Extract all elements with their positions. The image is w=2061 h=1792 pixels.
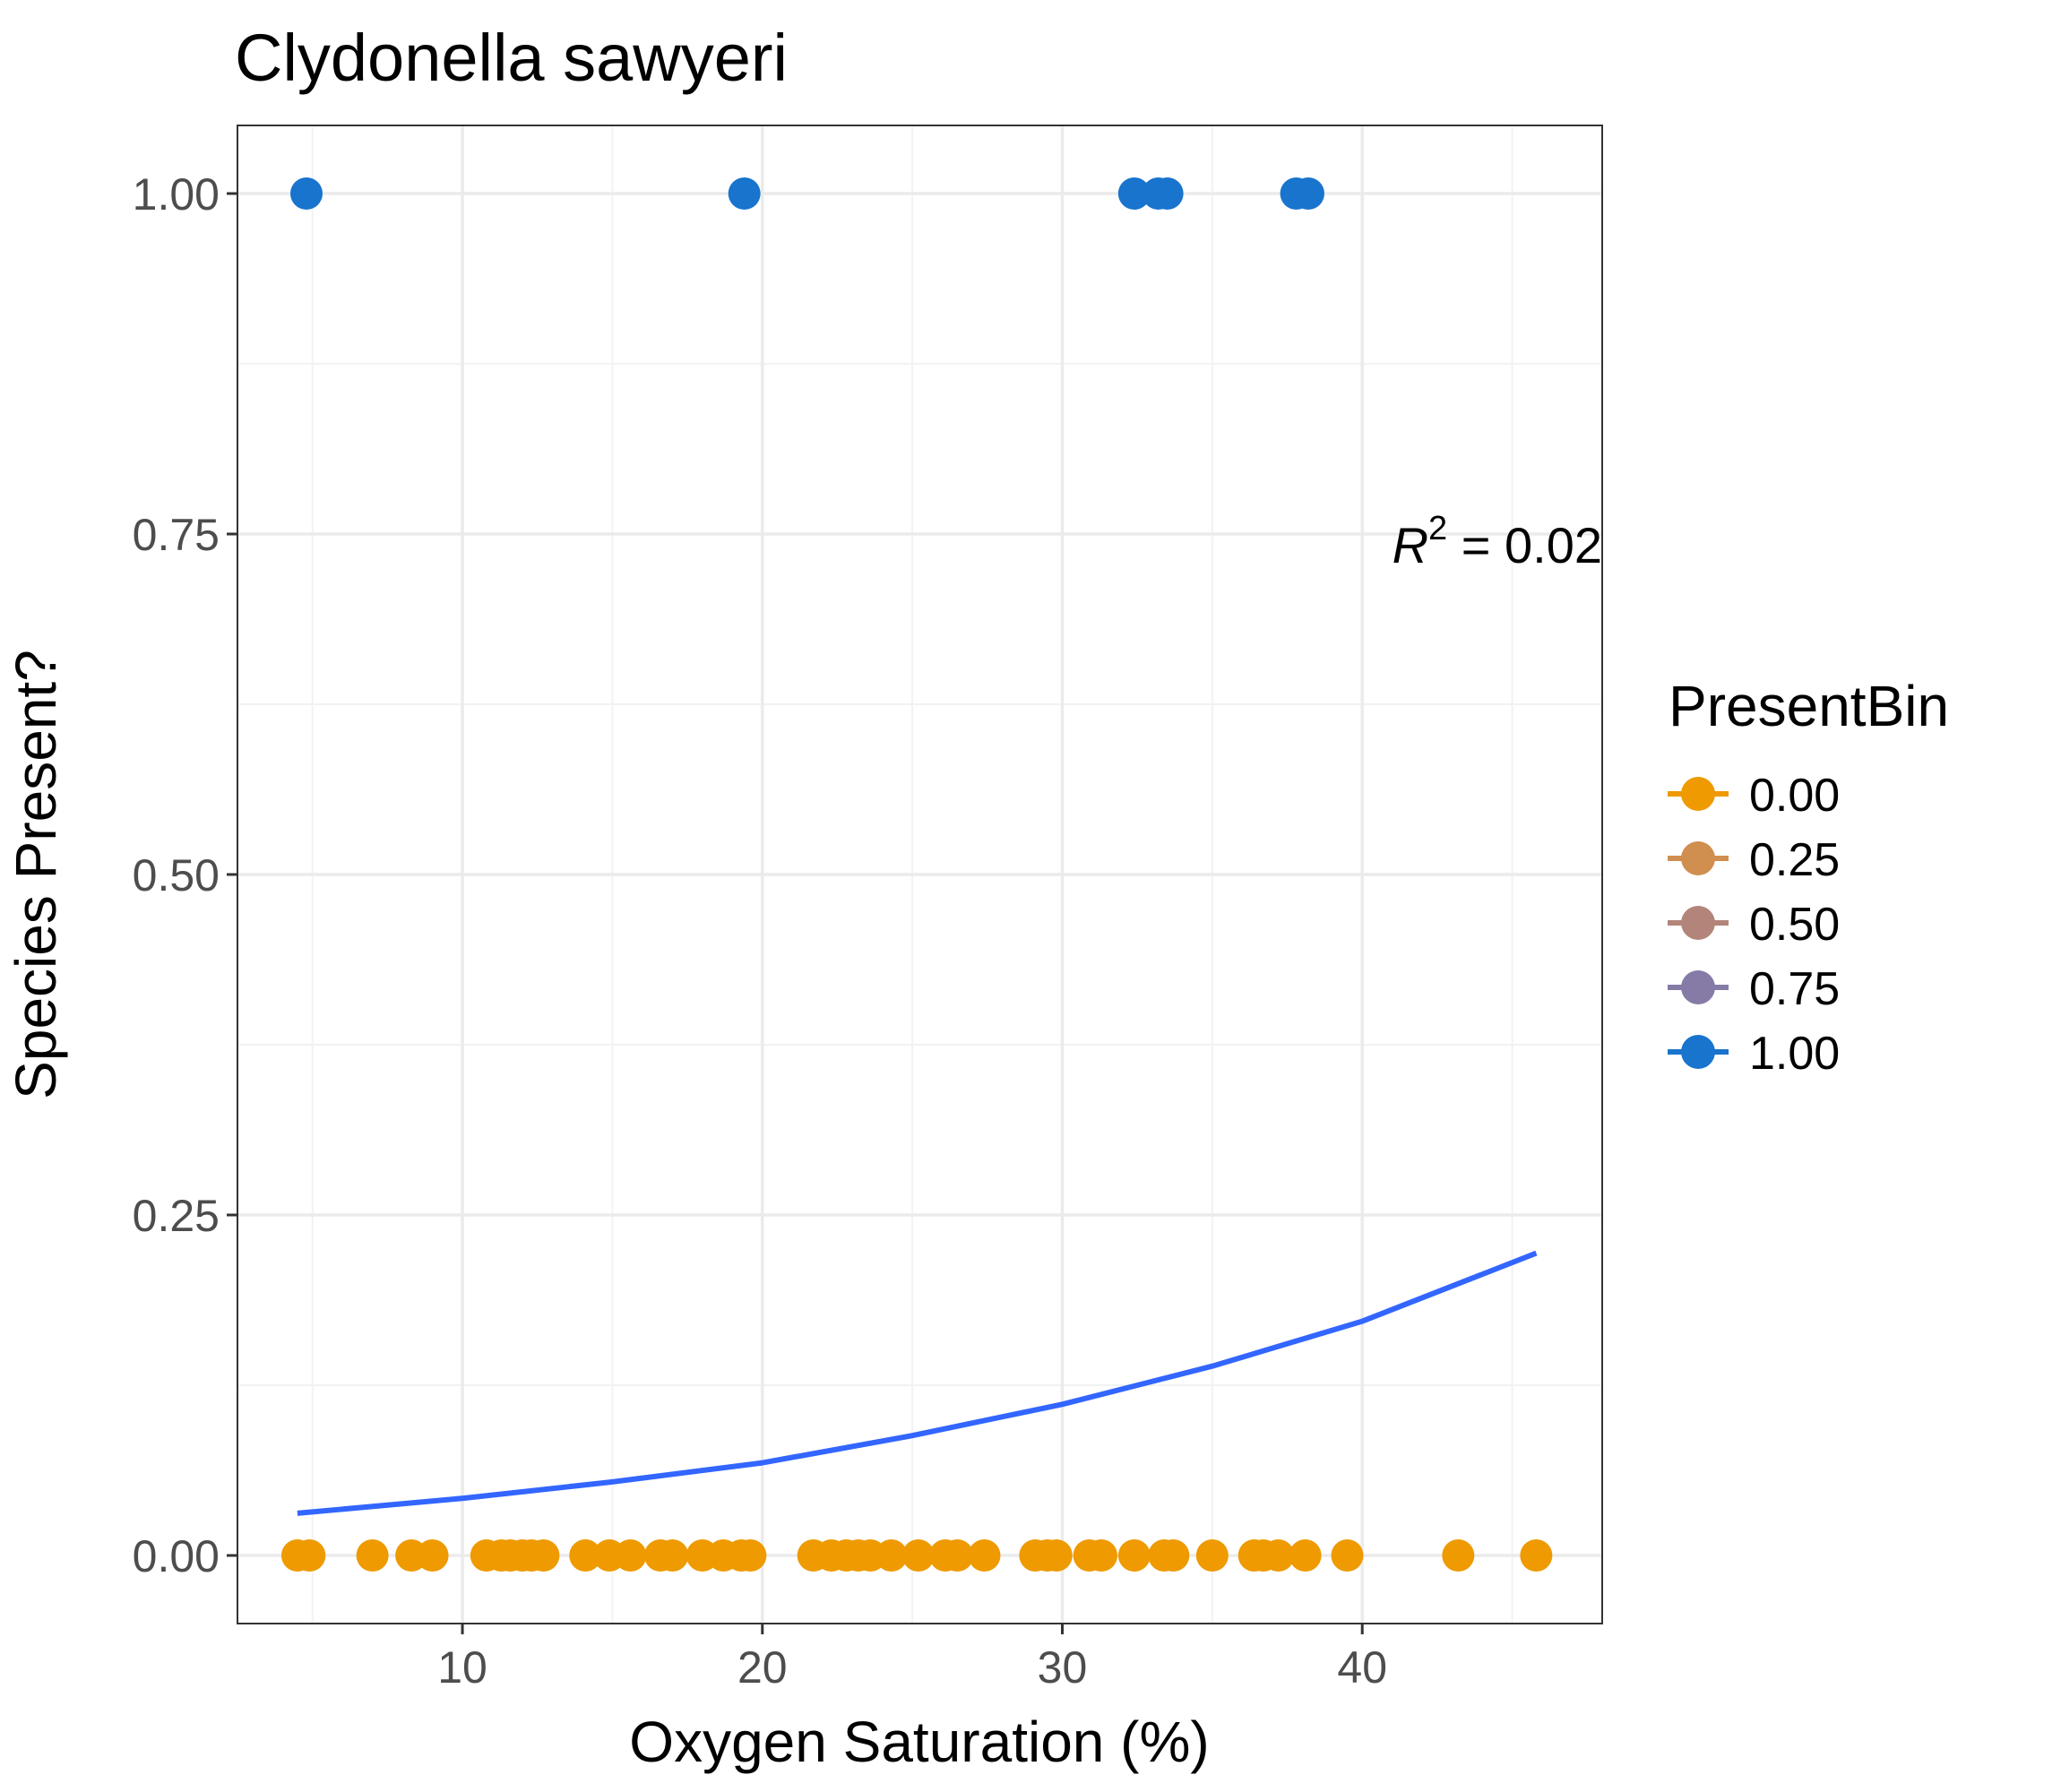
legend-label: 1.00 <box>1749 1028 1840 1080</box>
fit-curve-group <box>297 1250 1538 1516</box>
data-point <box>1195 1539 1229 1572</box>
legend-key-dot <box>1681 1035 1715 1069</box>
legend-item: 1.00 <box>1668 1028 1840 1080</box>
x-tick-label: 10 <box>437 1642 487 1693</box>
data-point <box>734 1539 767 1572</box>
data-point <box>1331 1539 1364 1572</box>
y-tick-label: 0.00 <box>133 1531 220 1581</box>
chart-title: Clydonella sawyeri <box>235 21 788 95</box>
legend-item: 0.50 <box>1668 899 1840 951</box>
data-point <box>1151 177 1184 210</box>
data-point <box>1289 1539 1322 1572</box>
x-axis: 10 20 30 40 <box>437 1624 1387 1693</box>
data-point <box>1117 177 1151 210</box>
x-tick-label: 20 <box>737 1642 788 1693</box>
r-squared-exponent: 2 <box>1428 510 1447 547</box>
data-point <box>416 1539 449 1572</box>
legend-label: 0.25 <box>1749 834 1840 886</box>
r-squared-annotation: R2 = 0.02 <box>1393 510 1602 573</box>
data-point <box>289 177 323 210</box>
legend-entries: 0.00 0.25 0.50 0.75 1.00 <box>1668 770 1840 1080</box>
legend-label: 0.50 <box>1749 899 1840 951</box>
data-point <box>875 1539 908 1572</box>
legend-title: PresentBin <box>1669 674 1949 738</box>
data-points <box>280 177 1553 1572</box>
fit-curve <box>297 1250 1538 1516</box>
x-axis-title: Oxygen Saturation (%) <box>629 1710 1209 1774</box>
data-point <box>1039 1539 1073 1572</box>
data-point <box>1117 1539 1151 1572</box>
data-point <box>356 1539 389 1572</box>
legend-key-dot <box>1681 841 1715 875</box>
y-tick-label: 0.50 <box>133 850 220 900</box>
y-axis-title: Species Present? <box>4 650 68 1099</box>
y-tick-label: 0.75 <box>133 510 220 560</box>
y-tick-label: 1.00 <box>133 169 220 220</box>
data-point <box>614 1539 647 1572</box>
legend-item: 0.00 <box>1668 770 1840 822</box>
r-squared-symbol: R <box>1393 517 1428 573</box>
x-tick-label: 30 <box>1038 1642 1088 1693</box>
x-tick-label: 40 <box>1337 1642 1387 1693</box>
data-point <box>728 177 761 210</box>
legend-key-dot <box>1681 777 1715 811</box>
data-point <box>569 1539 602 1572</box>
data-point <box>1157 1539 1190 1572</box>
data-point <box>293 1539 326 1572</box>
data-point <box>1085 1539 1118 1572</box>
legend-label: 0.00 <box>1749 770 1840 822</box>
r-squared-value: = 0.02 <box>1447 517 1602 573</box>
data-point <box>527 1539 560 1572</box>
data-point <box>1262 1539 1295 1572</box>
data-point <box>1520 1539 1553 1572</box>
data-point <box>941 1539 974 1572</box>
data-point <box>901 1539 935 1572</box>
legend-item: 0.75 <box>1668 963 1840 1015</box>
data-point <box>968 1539 1001 1572</box>
y-tick-label: 0.25 <box>133 1191 220 1241</box>
data-point <box>656 1539 689 1572</box>
legend-label: 0.75 <box>1749 963 1840 1015</box>
data-point <box>1442 1539 1475 1572</box>
legend-key-dot <box>1681 970 1715 1004</box>
legend-item: 0.25 <box>1668 834 1840 886</box>
legend: PresentBin 0.00 0.25 0.50 0.75 1.00 <box>1668 674 1949 1080</box>
y-axis: 0.00 0.25 0.50 0.75 1.00 <box>133 169 237 1581</box>
legend-key-dot <box>1681 906 1715 940</box>
data-point <box>1291 177 1324 210</box>
